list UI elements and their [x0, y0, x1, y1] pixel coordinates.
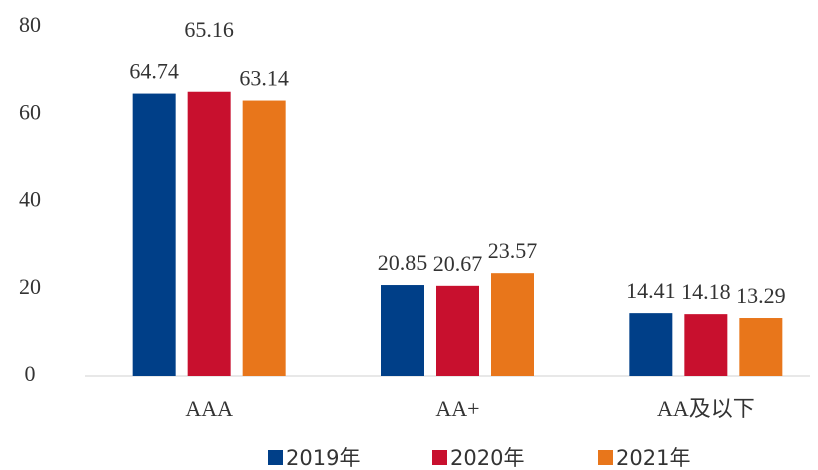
data-label: 14.41 [626, 278, 676, 303]
data-label: 20.85 [378, 250, 428, 275]
bar [491, 273, 534, 376]
legend-label: 2019年 [286, 446, 360, 470]
legend-label: 2020年 [450, 446, 524, 470]
y-tick-label: 40 [19, 187, 41, 212]
legend-swatch [598, 450, 613, 465]
bar [187, 91, 231, 376]
bar [132, 93, 176, 376]
bar [381, 285, 424, 376]
bar [739, 318, 783, 376]
data-label: 65.16 [184, 17, 234, 42]
data-label: 63.14 [239, 66, 289, 91]
data-label: 14.18 [681, 279, 731, 304]
bar [629, 313, 673, 376]
x-tick-label: AA+ [435, 396, 479, 421]
y-tick-label: 0 [25, 361, 36, 386]
legend-label: 2021年 [616, 446, 690, 470]
data-label: 23.57 [488, 238, 538, 263]
y-tick-label: 20 [19, 274, 41, 299]
data-label: 20.67 [433, 251, 483, 276]
y-tick-label: 60 [19, 99, 41, 124]
data-label: 64.74 [129, 59, 179, 84]
bar [242, 100, 286, 376]
x-tick-label: AA及以下 [657, 396, 755, 421]
data-label: 13.29 [736, 283, 786, 308]
legend-swatch [432, 450, 447, 465]
bar [684, 314, 728, 376]
bar [436, 285, 479, 376]
y-tick-label: 80 [19, 12, 41, 37]
x-tick-label: AAA [185, 396, 233, 421]
legend-swatch [268, 450, 283, 465]
